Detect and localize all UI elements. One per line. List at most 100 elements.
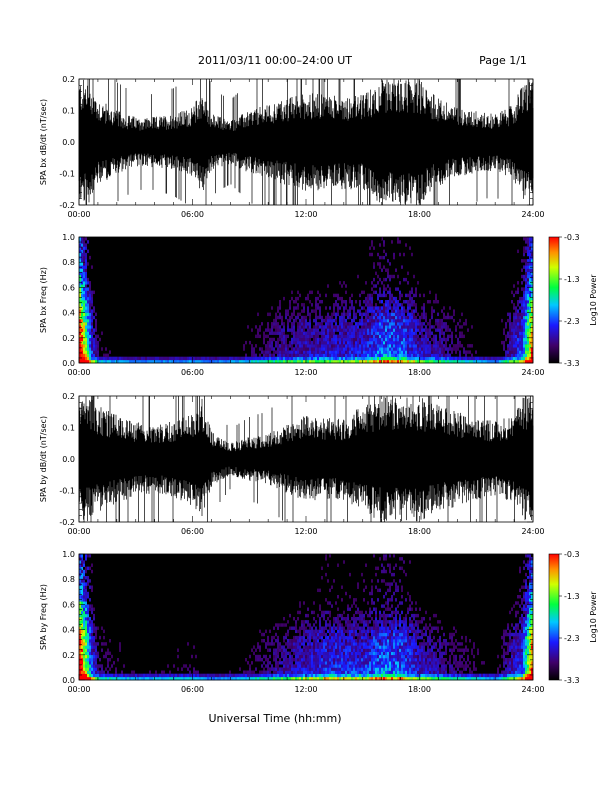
heatmap-cell [101, 359, 103, 364]
heatmap-cell [367, 648, 369, 652]
heatmap-cell [273, 676, 275, 681]
heatmap-cell [347, 356, 349, 361]
heatmap-cell [297, 676, 299, 681]
heatmap-cell [357, 654, 359, 659]
heatmap-cell [327, 676, 329, 681]
heatmap-cell [269, 331, 271, 335]
heatmap-cell [431, 359, 433, 364]
heatmap-cell [89, 604, 91, 608]
heatmap-cell [347, 626, 349, 630]
heatmap-cell [173, 664, 175, 668]
heatmap-cell [529, 309, 531, 313]
heatmap-cell [295, 334, 297, 339]
heatmap-cell [359, 632, 361, 637]
heatmap-cell [525, 350, 527, 354]
heatmap-cell [531, 237, 533, 241]
heatmap-cell [387, 658, 389, 662]
heatmap-cell [373, 265, 375, 269]
heatmap-cell [357, 610, 359, 615]
heatmap-cell [429, 322, 431, 326]
heatmap-cell [281, 645, 283, 649]
heatmap-cell [425, 337, 427, 342]
heatmap-cell [519, 300, 521, 304]
heatmap-cell [183, 676, 185, 681]
heatmap-cell [285, 309, 287, 313]
heatmap-cell [281, 331, 283, 335]
heatmap-cell [295, 661, 297, 665]
heatmap-cell [397, 648, 399, 652]
heatmap-cell [337, 632, 339, 637]
heatmap-cell [525, 290, 527, 295]
heatmap-cell [365, 676, 367, 681]
heatmap-cell [349, 353, 351, 358]
heatmap-cell [435, 340, 437, 345]
heatmap-cell [437, 347, 439, 351]
heatmap-cell [251, 353, 253, 358]
heatmap-cell [363, 651, 365, 656]
heatmap-cell [373, 648, 375, 652]
heatmap-cell [409, 334, 411, 339]
heatmap-cell [349, 306, 351, 310]
heatmap-cell [279, 642, 281, 646]
heatmap-cell [371, 673, 373, 678]
heatmap-cell [385, 334, 387, 339]
heatmap-cell [303, 670, 305, 674]
heatmap-cell [531, 293, 533, 298]
heatmap-cell [513, 293, 515, 298]
heatmap-cell [315, 645, 317, 649]
heatmap-cell [371, 661, 373, 665]
heatmap-cell [79, 591, 81, 596]
heatmap-cell [399, 639, 401, 643]
heatmap-cell [399, 331, 401, 335]
heatmap-cell [381, 673, 383, 678]
heatmap-cell [415, 623, 417, 627]
heatmap-cell [481, 359, 483, 364]
heatmap-cell [85, 648, 87, 652]
heatmap-cell [385, 557, 387, 561]
heatmap-cell [89, 331, 91, 335]
heatmap-cell [379, 265, 381, 269]
heatmap-cell [81, 664, 83, 668]
heatmap-cell [309, 629, 311, 634]
heatmap-cell [417, 344, 419, 348]
heatmap-cell [293, 617, 295, 621]
heatmap-cell [361, 328, 363, 332]
heatmap-cell [97, 664, 99, 668]
heatmap-cell [447, 334, 449, 339]
heatmap-cell [261, 347, 263, 351]
heatmap-cell [309, 654, 311, 659]
heatmap-cell [277, 623, 279, 627]
heatmap-cell [353, 635, 355, 640]
heatmap-cell [291, 654, 293, 659]
heatmap-cell [161, 356, 163, 361]
heatmap-cell [367, 664, 369, 668]
heatmap-cell [409, 296, 411, 301]
heatmap-cell [363, 588, 365, 593]
heatmap-cell [225, 359, 227, 364]
heatmap-cell [371, 293, 373, 298]
heatmap-cell [197, 673, 199, 678]
heatmap-cell [83, 661, 85, 665]
heatmap-cell [433, 325, 435, 329]
heatmap-cell [397, 610, 399, 615]
heatmap-cell [311, 344, 313, 348]
heatmap-cell [405, 645, 407, 649]
heatmap-cell [197, 670, 199, 674]
heatmap-cell [317, 306, 319, 310]
heatmap-cell [529, 334, 531, 339]
heatmap-cell [311, 632, 313, 637]
heatmap-cell [387, 604, 389, 608]
heatmap-cell [381, 268, 383, 272]
heatmap-cell [313, 309, 315, 313]
heatmap-cell [253, 350, 255, 354]
heatmap-cell [367, 296, 369, 301]
heatmap-cell [335, 658, 337, 662]
heatmap-cell [369, 309, 371, 313]
heatmap-cell [95, 312, 97, 317]
heatmap-cell [89, 651, 91, 656]
heatmap-cell [443, 334, 445, 339]
heatmap-cell [91, 350, 93, 354]
heatmap-cell [375, 585, 377, 589]
heatmap-cell [375, 572, 377, 577]
heatmap-cell [299, 661, 301, 665]
